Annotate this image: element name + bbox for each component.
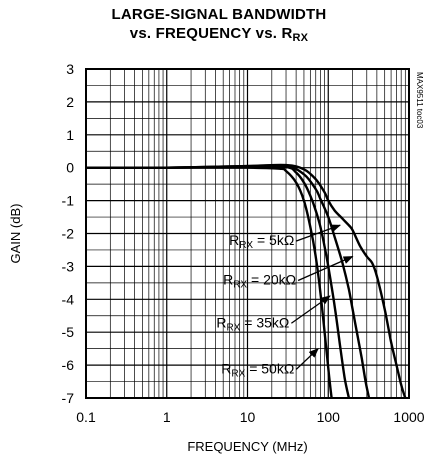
y-tick-label: 3: [66, 61, 74, 77]
series-label-4: RRX = 50kΩ: [221, 360, 294, 379]
y-axis-label: GAIN (dB): [8, 204, 23, 264]
y-tick-label: -4: [62, 291, 75, 307]
y-tick-label: -2: [62, 226, 75, 242]
series-arrow-3: [290, 295, 331, 324]
series-line-3: [85, 165, 351, 399]
x-tick-label: 1: [163, 409, 171, 425]
y-tick-label: -6: [62, 357, 75, 373]
chart-title-line2: vs. FREQUENCY vs. RRX: [129, 25, 309, 44]
x-tick-label: 1000: [393, 409, 424, 425]
series-label-1: RRX = 5kΩ: [229, 232, 294, 251]
plot-frame: [85, 68, 410, 399]
series-label-3: RRX = 35kΩ: [216, 314, 289, 333]
y-tick-label: -3: [62, 258, 75, 274]
series-arrow-2: [297, 255, 354, 282]
x-axis-label: FREQUENCY (MHz): [187, 439, 307, 454]
y-tick-label: -5: [62, 324, 75, 340]
y-tick-label: 2: [66, 94, 74, 110]
y-tick-label: -1: [62, 193, 75, 209]
y-tick-label: 1: [66, 127, 74, 143]
y-tick-label: 0: [66, 160, 74, 176]
data-series: [85, 163, 407, 399]
series-annotations: RRX = 5kΩ RRX = 20kΩ RRX = 35kΩ RRX = 50kΩ: [216, 224, 354, 379]
series-label-2: RRX = 20kΩ: [223, 271, 296, 290]
grid-lines: [86, 69, 409, 398]
y-tick-label: -7: [62, 390, 75, 406]
watermark: MAX9511 toc03: [415, 72, 424, 129]
x-tick-label: 100: [317, 409, 341, 425]
series-arrow-1: [296, 224, 341, 242]
series-line-4: [85, 166, 333, 399]
chart-title-line1: LARGE-SIGNAL BANDWIDTH: [111, 6, 327, 23]
x-tick-label: 0.1: [76, 409, 96, 425]
series-arrow-4: [295, 347, 319, 370]
x-tick-label: 10: [240, 409, 256, 425]
